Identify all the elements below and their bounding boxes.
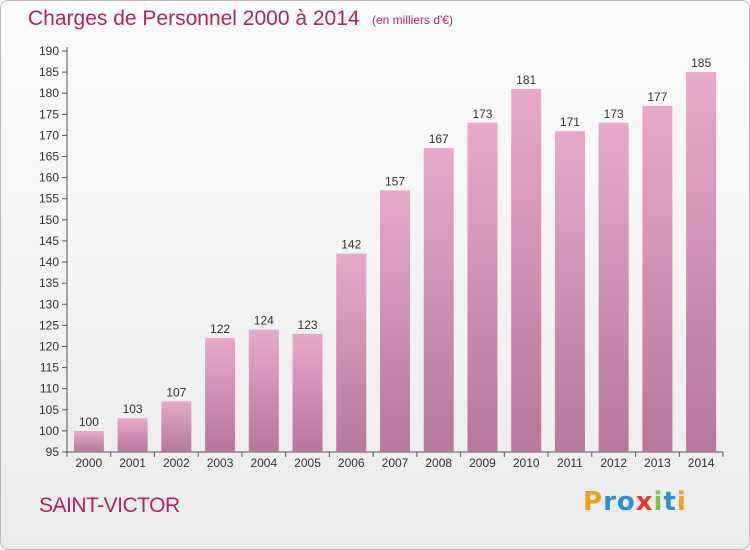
x-tick-label: 2009 (469, 456, 496, 470)
y-tick-label: 135 (39, 276, 59, 290)
x-tick-label: 2002 (163, 456, 190, 470)
y-tick-label: 190 (39, 44, 59, 58)
bar (380, 190, 410, 452)
x-tick-label: 2014 (688, 456, 715, 470)
bar (642, 105, 673, 452)
x-tick-label: 2000 (76, 456, 103, 470)
data-label: 107 (166, 385, 186, 399)
y-tick-label: 95 (46, 445, 60, 459)
chart-subtitle: (en milliers d'€) (372, 13, 453, 27)
data-label: 173 (472, 107, 492, 121)
x-tick-label: 2007 (382, 456, 409, 470)
data-label: 157 (385, 174, 405, 188)
y-tick-label: 145 (39, 234, 59, 248)
bar (161, 401, 192, 452)
y-tick-label: 150 (39, 213, 59, 227)
data-label: 103 (123, 402, 143, 416)
x-tick-label: 2008 (425, 456, 452, 470)
bar (73, 430, 104, 452)
y-tick-label: 140 (39, 255, 59, 269)
x-tick-label: 2005 (294, 456, 321, 470)
x-tick-label: 2012 (600, 456, 627, 470)
y-tick-label: 110 (40, 382, 59, 396)
y-tick-label: 105 (39, 403, 59, 417)
y-tick-label: 155 (39, 192, 59, 206)
bar (423, 148, 454, 452)
bar (205, 338, 236, 452)
chart-title: Charges de Personnel 2000 à 2014 (28, 7, 360, 30)
data-label: 173 (604, 107, 624, 121)
data-label: 124 (254, 314, 274, 328)
data-label: 171 (560, 115, 580, 129)
bar (686, 72, 717, 453)
y-tick-label: 160 (39, 171, 59, 185)
data-label: 181 (516, 73, 536, 87)
x-tick-label: 2003 (207, 456, 234, 470)
y-tick-label: 180 (39, 86, 59, 100)
data-label: 100 (79, 415, 99, 429)
x-tick-label: 2004 (250, 456, 277, 470)
bar (511, 88, 542, 452)
x-tick-label: 2011 (557, 456, 583, 470)
y-tick-label: 165 (39, 150, 59, 164)
proxiti-logo: Proxiti (583, 487, 687, 517)
y-tick-label: 115 (40, 361, 59, 375)
x-tick-label: 2010 (513, 456, 540, 470)
bar (117, 418, 148, 452)
bar (467, 122, 498, 452)
x-tick-label: 2001 (119, 456, 146, 470)
y-tick-label: 175 (39, 107, 59, 121)
x-tick-label: 2006 (338, 456, 365, 470)
bar (554, 131, 585, 452)
data-label: 177 (647, 90, 667, 104)
y-tick-label: 100 (39, 424, 59, 438)
y-tick-label: 125 (39, 318, 59, 332)
data-label: 123 (298, 318, 318, 332)
data-label: 142 (341, 238, 361, 252)
bar (336, 253, 367, 452)
data-label: 167 (429, 132, 449, 146)
bar (248, 329, 279, 452)
y-tick-label: 130 (39, 297, 59, 311)
y-tick-label: 170 (39, 128, 59, 142)
y-tick-label: 120 (39, 339, 59, 353)
data-label: 122 (210, 322, 230, 336)
location-label: SAINT-VICTOR (39, 494, 180, 517)
y-tick-label: 185 (39, 65, 59, 79)
bar (292, 333, 323, 452)
bar (598, 122, 629, 452)
x-tick-label: 2013 (644, 456, 671, 470)
data-label: 185 (691, 56, 711, 70)
